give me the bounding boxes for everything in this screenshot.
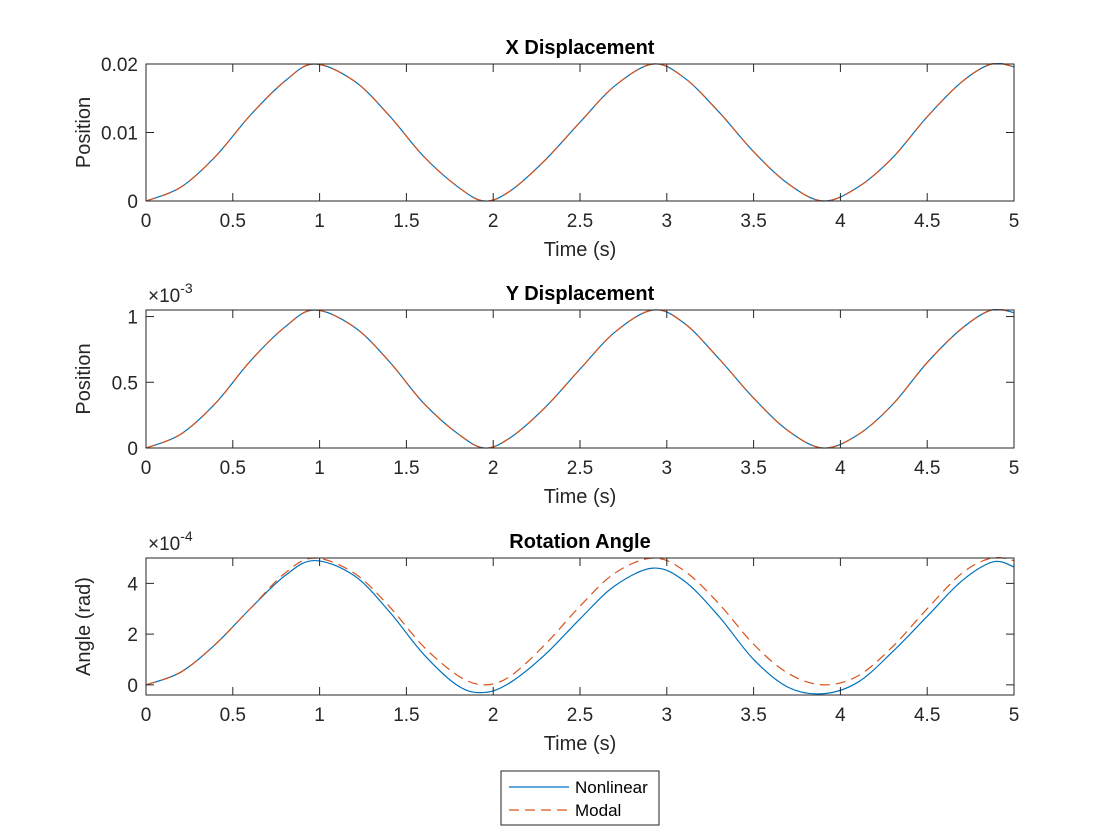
x-tick-label: 5 xyxy=(1009,211,1020,232)
subplot-title: X Displacement xyxy=(506,37,655,59)
y-exponent-label: ×10-3 xyxy=(148,280,193,307)
x-tick-label: 2.5 xyxy=(567,705,593,726)
x-tick-label: 4.5 xyxy=(914,458,940,479)
subplot-3: 0 0.5 1 1.5 2 2.5 3 3.5 4 4.5 5 0 2 4 Rotation Angle Ti… xyxy=(73,528,1019,755)
plot-area xyxy=(146,64,1014,201)
x-tick-label: 3.5 xyxy=(740,211,766,232)
legend-box xyxy=(500,770,660,826)
y-tick-label: 0 xyxy=(127,192,138,213)
x-tick-label: 0.5 xyxy=(220,705,246,726)
series-line-modal xyxy=(146,557,1014,686)
y-tick-label: 0 xyxy=(127,439,138,460)
y-axis-label: Position xyxy=(73,97,95,168)
x-tick-label: 5 xyxy=(1009,458,1020,479)
y-exponent-label: ×10-4 xyxy=(148,528,193,555)
plot-area xyxy=(146,558,1014,695)
x-tick-label: 0 xyxy=(141,705,152,726)
y-tick-label: 4 xyxy=(127,574,138,595)
y-exponent-power: -4 xyxy=(180,528,193,544)
x-tick-label: 4 xyxy=(835,705,846,726)
x-tick-label: 3 xyxy=(662,458,673,479)
x-tick-label: 0.5 xyxy=(220,211,246,232)
subplot-2: 0 0.5 1 1.5 2 2.5 3 3.5 4 4.5 5 0 0.5 1 Y Displacement… xyxy=(73,280,1019,508)
subplot-1: 0 0.5 1 1.5 2 2.5 3 3.5 4 4.5 5 0 0.01 0.02 X Displace… xyxy=(73,37,1019,261)
x-tick-label: 0.5 xyxy=(220,458,246,479)
series-line-nonlinear xyxy=(146,559,1014,695)
x-tick-label: 0 xyxy=(141,211,152,232)
x-axis-label: Time (s) xyxy=(544,486,617,508)
x-tick-label: 1 xyxy=(314,705,325,726)
x-tick-label: 5 xyxy=(1009,705,1020,726)
x-tick-label: 4.5 xyxy=(914,705,940,726)
y-tick-label: 0.5 xyxy=(112,373,138,394)
x-tick-label: 1 xyxy=(314,458,325,479)
series-line-modal xyxy=(146,63,1014,202)
x-axis-label: Time (s) xyxy=(544,733,617,755)
x-tick-label: 1.5 xyxy=(393,705,419,726)
x-tick-label: 2.5 xyxy=(567,458,593,479)
x-tick-label: 2 xyxy=(488,705,499,726)
x-tick-label: 3.5 xyxy=(740,705,766,726)
x-tick-label: 1.5 xyxy=(393,211,419,232)
x-tick-label: 3.5 xyxy=(740,458,766,479)
series-line-modal xyxy=(146,309,1014,449)
x-tick-label: 4.5 xyxy=(914,211,940,232)
x-tick-label: 1 xyxy=(314,211,325,232)
x-tick-label: 0 xyxy=(141,458,152,479)
y-tick-label: 0.02 xyxy=(101,55,138,76)
y-exponent-power: -3 xyxy=(180,280,193,296)
legend: Nonlinear Modal xyxy=(500,770,660,826)
y-tick-label: 0.01 xyxy=(101,124,138,145)
x-tick-label: 4 xyxy=(835,211,846,232)
y-tick-label: 2 xyxy=(127,625,138,646)
x-tick-label: 2.5 xyxy=(567,211,593,232)
y-tick-label: 0 xyxy=(127,676,138,697)
x-tick-label: 3 xyxy=(662,211,673,232)
x-tick-label: 2 xyxy=(488,458,499,479)
subplot-title: Y Displacement xyxy=(506,283,655,305)
x-axis-label: Time (s) xyxy=(544,239,617,261)
legend-label-modal: Modal xyxy=(575,801,621,820)
subplot-title: Rotation Angle xyxy=(509,531,650,553)
x-tick-label: 3 xyxy=(662,705,673,726)
x-tick-label: 1.5 xyxy=(393,458,419,479)
y-axis-label: Angle (rad) xyxy=(73,577,95,676)
plot-area xyxy=(146,310,1014,448)
y-axis-label: Position xyxy=(73,343,95,414)
subplots-group: 0 0.5 1 1.5 2 2.5 3 3.5 4 4.5 5 0 0.01 0.02 X Displace… xyxy=(73,37,1019,755)
legend-label-nonlinear: Nonlinear xyxy=(575,778,648,797)
y-tick-label: 1 xyxy=(127,308,138,329)
x-tick-label: 4 xyxy=(835,458,846,479)
x-tick-label: 2 xyxy=(488,211,499,232)
